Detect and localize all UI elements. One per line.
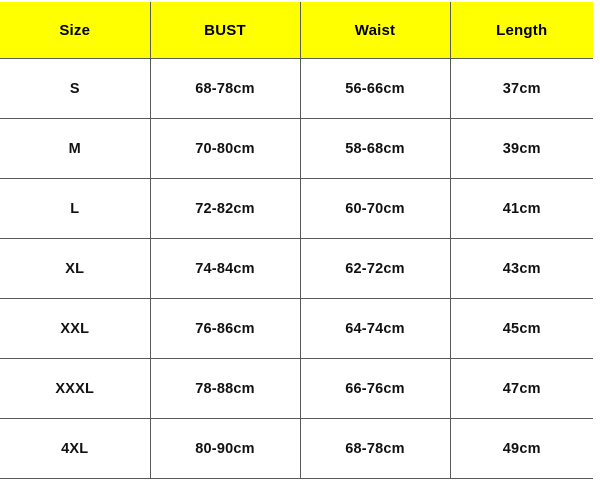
table-row: 4XL 80-90cm 68-78cm 49cm	[0, 418, 593, 479]
column-header-bust: BUST	[150, 2, 301, 59]
table-row: M 70-80cm 58-68cm 39cm	[0, 118, 593, 179]
column-header-size: Size	[0, 2, 151, 59]
cell-size: L	[0, 178, 151, 239]
cell-size: XL	[0, 238, 151, 299]
cell-waist: 66-76cm	[300, 358, 451, 419]
cell-length: 37cm	[450, 58, 593, 119]
cell-size: M	[0, 118, 151, 179]
cell-length: 43cm	[450, 238, 593, 299]
cell-size: 4XL	[0, 418, 151, 479]
cell-length: 47cm	[450, 358, 593, 419]
cell-bust: 72-82cm	[150, 178, 301, 239]
table-row: S 68-78cm 56-66cm 37cm	[0, 58, 593, 119]
cell-waist: 62-72cm	[300, 238, 451, 299]
table-body: S 68-78cm 56-66cm 37cm M 70-80cm 58-68cm…	[0, 58, 593, 479]
cell-bust: 70-80cm	[150, 118, 301, 179]
table-header: Size BUST Waist Length	[0, 2, 593, 59]
cell-waist: 64-74cm	[300, 298, 451, 359]
column-header-waist: Waist	[300, 2, 451, 59]
table-row: L 72-82cm 60-70cm 41cm	[0, 178, 593, 239]
cell-bust: 68-78cm	[150, 58, 301, 119]
table-row: XL 74-84cm 62-72cm 43cm	[0, 238, 593, 299]
cell-bust: 74-84cm	[150, 238, 301, 299]
table-row: XXL 76-86cm 64-74cm 45cm	[0, 298, 593, 359]
cell-waist: 68-78cm	[300, 418, 451, 479]
cell-bust: 80-90cm	[150, 418, 301, 479]
cell-bust: 78-88cm	[150, 358, 301, 419]
cell-bust: 76-86cm	[150, 298, 301, 359]
column-header-length: Length	[450, 2, 593, 59]
cell-waist: 56-66cm	[300, 58, 451, 119]
cell-size: XXL	[0, 298, 151, 359]
cell-size: S	[0, 58, 151, 119]
cell-length: 41cm	[450, 178, 593, 239]
table-row: XXXL 78-88cm 66-76cm 47cm	[0, 358, 593, 419]
cell-size: XXXL	[0, 358, 151, 419]
header-row: Size BUST Waist Length	[0, 2, 593, 59]
cell-length: 49cm	[450, 418, 593, 479]
cell-length: 45cm	[450, 298, 593, 359]
cell-waist: 60-70cm	[300, 178, 451, 239]
cell-length: 39cm	[450, 118, 593, 179]
cell-waist: 58-68cm	[300, 118, 451, 179]
